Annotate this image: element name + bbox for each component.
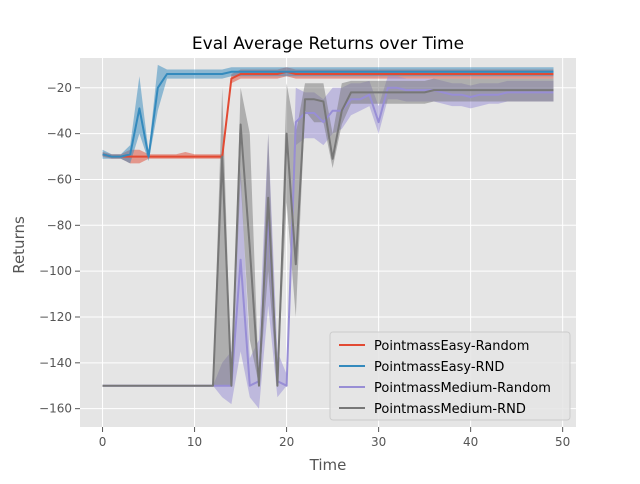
chart-title: Eval Average Returns over Time	[192, 34, 464, 54]
series-line-pointmasseasy-random	[102, 70, 554, 158]
legend-box	[329, 331, 571, 421]
legend-label-pointmassmedium-rnd: PointmassMedium-RND	[374, 402, 526, 417]
legend-label-pointmassmedium-random: PointmassMedium-Random	[374, 381, 551, 396]
y-tick-label: −160	[39, 402, 72, 416]
x-tick-label: 20	[279, 435, 294, 449]
y-tick-label: −100	[39, 264, 72, 278]
y-tick-label: −40	[47, 127, 72, 141]
band-pointmassmedium-rnd	[102, 78, 554, 386]
series-lines	[102, 70, 554, 387]
x-tick-label: 40	[463, 435, 478, 449]
legend-label-pointmasseasy-rnd: PointmassEasy-RND	[374, 360, 504, 375]
axis-ticks: 0 10 20 30 40 50 −20 −40 −60 −80 −100 −120 −140 −160	[39, 81, 570, 449]
y-tick-label: −140	[39, 356, 72, 370]
x-tick-label: 30	[371, 435, 386, 449]
y-tick-label: −80	[47, 218, 72, 232]
x-tick-label: 50	[555, 435, 570, 449]
y-tick-label: −120	[39, 310, 72, 324]
x-tick-label: 10	[187, 435, 202, 449]
y-axis-label: Returns	[10, 216, 28, 274]
legend: PointmassEasy-Random PointmassEasy-RND Poi…	[329, 331, 571, 421]
legend-label-pointmasseasy-random: PointmassEasy-Random	[374, 339, 529, 354]
y-tick-label: −60	[47, 172, 72, 186]
series-line-pointmassmedium-rnd	[102, 89, 554, 387]
band-pointmasseasy-random	[102, 67, 554, 164]
series-line-pointmasseasy-rnd	[102, 70, 554, 158]
y-tick-label: −20	[47, 81, 72, 95]
x-tick-label: 0	[99, 435, 107, 449]
x-axis-label: Time	[309, 456, 347, 474]
